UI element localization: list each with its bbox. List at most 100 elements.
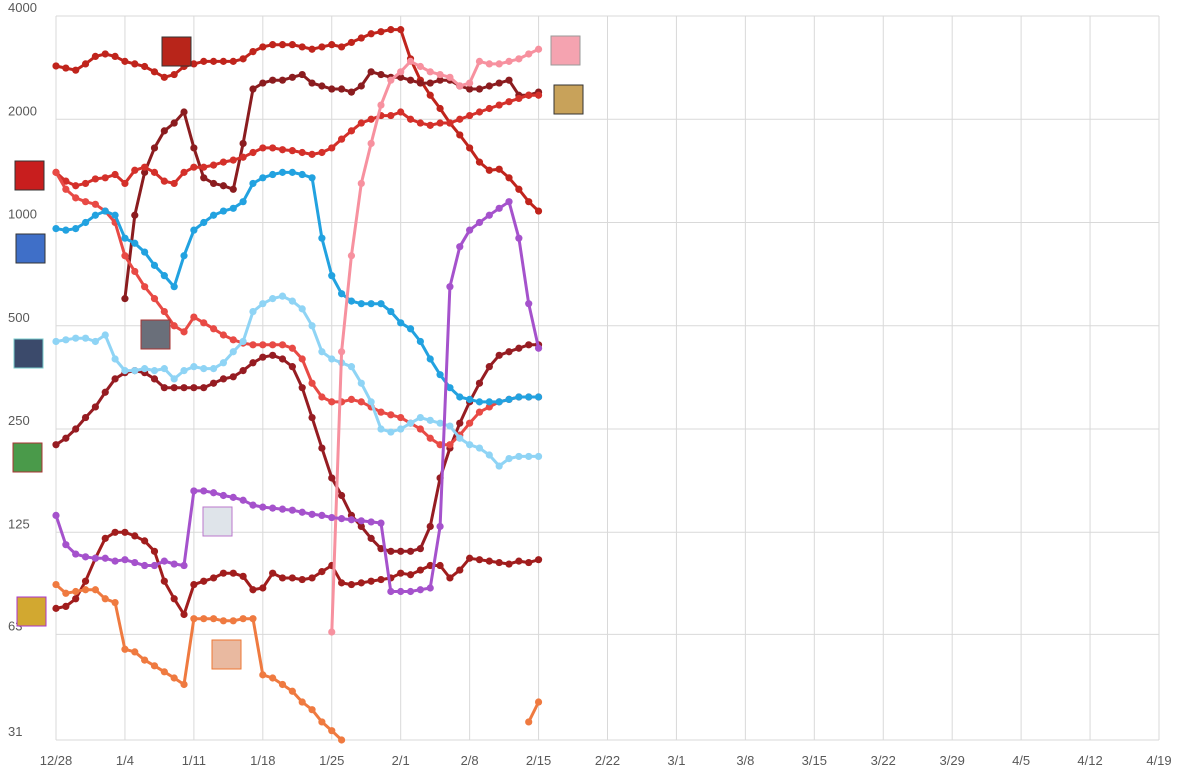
data-point	[219, 375, 228, 383]
series-line	[55, 294, 539, 468]
data-point	[436, 104, 444, 113]
data-point	[485, 398, 493, 406]
data-point	[180, 108, 188, 116]
data-point	[534, 556, 543, 564]
data-point	[190, 487, 198, 495]
data-point	[328, 272, 336, 280]
data-point	[328, 144, 336, 152]
data-point	[229, 373, 237, 381]
data-point	[308, 150, 316, 158]
data-point	[367, 139, 375, 148]
data-point	[288, 344, 296, 352]
data-point	[318, 568, 326, 576]
data-point	[436, 70, 444, 79]
data-point	[426, 522, 434, 531]
data-point	[101, 174, 109, 182]
data-point	[170, 283, 178, 291]
data-point	[505, 98, 513, 106]
series-icon	[161, 36, 192, 67]
data-point	[141, 168, 149, 176]
data-point	[515, 557, 523, 565]
data-point	[91, 554, 99, 562]
data-point	[121, 179, 129, 188]
data-point	[91, 403, 99, 411]
data-point	[534, 452, 543, 461]
data-point	[298, 384, 306, 392]
data-point	[288, 147, 296, 155]
data-point	[357, 34, 365, 42]
data-point	[180, 367, 188, 375]
data-point	[298, 43, 306, 51]
data-point	[150, 144, 159, 152]
y-tick-label: 500	[8, 310, 30, 325]
data-point	[426, 355, 434, 363]
data-point	[52, 604, 60, 612]
series-icon	[211, 639, 242, 670]
data-point	[416, 62, 424, 71]
data-point	[298, 508, 306, 516]
series-icon	[15, 233, 46, 264]
data-point	[367, 518, 375, 526]
data-point	[298, 698, 306, 706]
data-point	[495, 558, 503, 567]
data-point	[101, 50, 109, 58]
data-point	[367, 30, 375, 38]
data-point	[229, 156, 237, 164]
data-point	[318, 718, 326, 726]
series-icon	[202, 506, 233, 537]
data-point	[347, 516, 356, 524]
y-tick-label: 2000	[8, 103, 37, 118]
data-point	[288, 363, 296, 371]
data-point	[525, 558, 533, 567]
data-point	[91, 586, 99, 594]
data-point	[406, 76, 415, 84]
data-point	[288, 506, 296, 514]
data-point	[72, 425, 80, 433]
data-point	[278, 292, 287, 300]
data-point	[219, 57, 228, 65]
data-point	[357, 517, 365, 525]
data-point	[416, 413, 424, 422]
data-point	[367, 300, 375, 308]
data-point	[347, 297, 356, 305]
data-point	[505, 174, 513, 182]
data-point	[367, 398, 375, 406]
data-point	[219, 617, 228, 625]
data-point	[229, 569, 237, 577]
data-point	[72, 550, 80, 558]
data-point	[298, 70, 306, 79]
data-point	[308, 174, 316, 182]
data-point	[495, 204, 503, 212]
data-point	[190, 226, 198, 234]
data-point	[318, 511, 326, 520]
data-point	[377, 519, 385, 527]
data-point	[200, 365, 208, 373]
data-point	[180, 168, 188, 176]
data-point	[525, 341, 533, 349]
data-point	[131, 267, 139, 276]
data-point	[485, 363, 493, 371]
data-point	[377, 408, 385, 416]
data-point	[190, 144, 198, 152]
data-point	[81, 413, 90, 422]
data-point	[219, 491, 228, 500]
data-point	[367, 534, 375, 542]
series-icon	[16, 596, 47, 627]
data-point	[62, 541, 70, 549]
data-point	[515, 344, 523, 352]
data-point	[160, 73, 168, 81]
data-point	[278, 505, 287, 513]
data-point	[318, 444, 326, 452]
data-point	[505, 560, 513, 568]
data-point	[219, 207, 228, 215]
data-point	[150, 375, 159, 383]
data-point	[121, 234, 129, 242]
x-tick-label: 4/12	[1077, 753, 1102, 768]
data-point	[505, 348, 513, 356]
data-point	[150, 168, 159, 176]
data-point	[347, 88, 356, 96]
data-point	[209, 161, 218, 169]
data-point	[269, 341, 277, 349]
data-point	[190, 384, 198, 392]
data-point	[308, 79, 316, 87]
